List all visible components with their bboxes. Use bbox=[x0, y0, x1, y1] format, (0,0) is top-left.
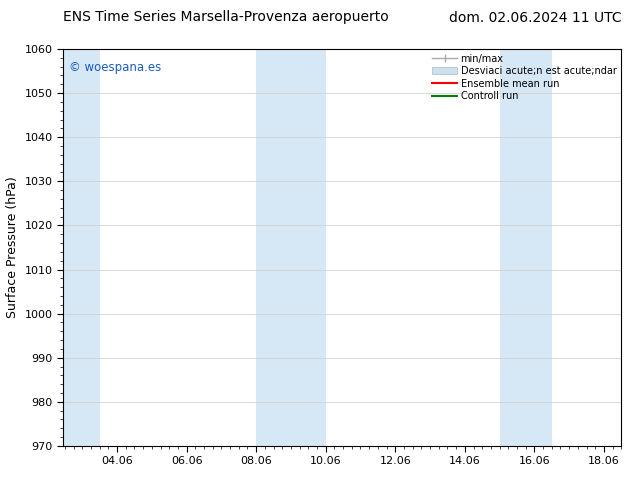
Bar bbox=[63, 49, 100, 446]
Text: ENS Time Series Marsella-Provenza aeropuerto: ENS Time Series Marsella-Provenza aeropu… bbox=[63, 10, 389, 24]
Bar bbox=[500, 49, 552, 446]
Bar bbox=[256, 49, 326, 446]
Text: © woespana.es: © woespana.es bbox=[69, 61, 161, 74]
Text: dom. 02.06.2024 11 UTC: dom. 02.06.2024 11 UTC bbox=[449, 10, 621, 24]
Legend: min/max, Desviaci acute;n est acute;ndar, Ensemble mean run, Controll run: min/max, Desviaci acute;n est acute;ndar… bbox=[430, 52, 618, 103]
Y-axis label: Surface Pressure (hPa): Surface Pressure (hPa) bbox=[6, 176, 19, 318]
